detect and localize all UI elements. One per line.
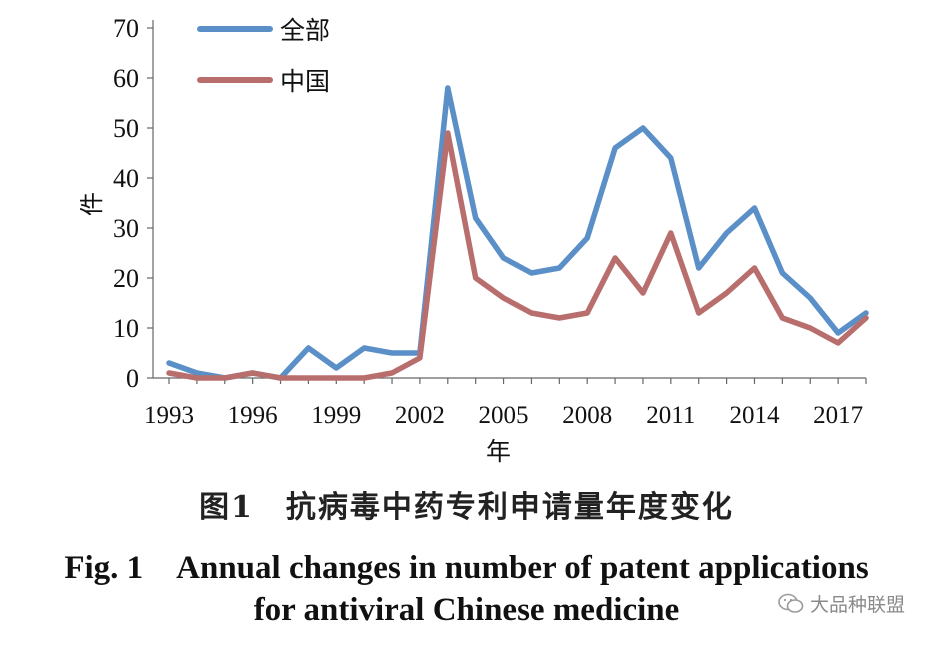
x-tick-label: 2005	[479, 402, 529, 429]
figure-caption-chinese: 图1 抗病毒中药专利申请量年度变化	[199, 490, 734, 525]
y-tick-label: 50	[113, 114, 139, 143]
series-line-china	[166, 130, 869, 381]
y-tick-label: 30	[113, 214, 139, 243]
figure-caption-english-line2: for antiviral Chinese medicine	[253, 592, 680, 628]
watermark: 大品种联盟	[778, 590, 905, 617]
x-tick-label: 2008	[562, 402, 612, 429]
legend-label: 中国	[280, 67, 330, 96]
series-line-all	[166, 85, 869, 381]
y-tick-label: 20	[113, 264, 139, 293]
y-tick-label: 60	[113, 64, 139, 93]
x-tick-label: 1999	[311, 402, 361, 429]
y-tick-label: 0	[126, 364, 139, 393]
x-tick-label: 1996	[228, 402, 278, 429]
x-tick-label: 1993	[144, 402, 194, 429]
x-tick-label: 2011	[646, 402, 695, 429]
x-axis-title: 年	[486, 437, 511, 466]
y-tick-label: 40	[113, 164, 139, 193]
x-tick-label: 2014	[729, 402, 780, 429]
x-tick-label: 2002	[395, 402, 445, 429]
y-axis-title: 件	[78, 192, 106, 216]
figure-caption-english-line1: Fig. 1 Annual changes in number of paten…	[64, 550, 869, 586]
y-tick-label: 70	[113, 14, 139, 43]
y-tick-label: 10	[113, 314, 139, 343]
wechat-icon	[778, 593, 804, 613]
x-tick-label: 2017	[813, 402, 863, 429]
legend-label: 全部	[280, 16, 330, 45]
watermark-text: 大品种联盟	[809, 594, 905, 616]
